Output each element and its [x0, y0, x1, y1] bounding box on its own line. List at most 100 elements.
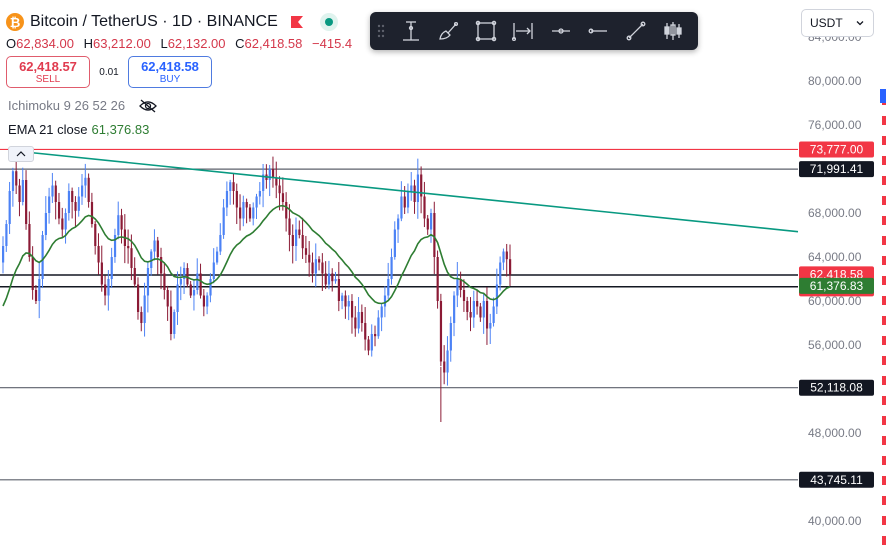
candle-body — [288, 218, 291, 235]
candle-body — [505, 251, 508, 260]
collapse-legend-button[interactable] — [8, 146, 34, 162]
candle-body — [318, 259, 321, 263]
candle-body — [15, 171, 18, 186]
drag-handle-icon[interactable] — [370, 12, 392, 50]
edge-marker — [882, 416, 886, 425]
vertical-line-icon[interactable] — [392, 12, 430, 50]
candle-body — [206, 295, 209, 307]
candle-body — [222, 207, 225, 235]
date-range-icon[interactable] — [505, 12, 543, 50]
candle-body — [390, 257, 393, 279]
candle-body — [406, 191, 410, 208]
candle-body — [90, 202, 94, 224]
sell-button[interactable]: 62,418.57 SELL — [6, 56, 90, 88]
candle-body — [113, 235, 117, 257]
candle-body — [107, 279, 110, 296]
candle-body — [295, 229, 298, 246]
rectangle-icon[interactable] — [467, 12, 505, 50]
level-price-badge — [799, 161, 874, 178]
edge-marker — [882, 356, 886, 365]
candle-body — [262, 174, 265, 191]
edge-marker — [882, 496, 886, 505]
ichimoku-legend[interactable]: Ichimoku 9 26 52 26 — [8, 98, 157, 113]
candle-body — [57, 202, 61, 219]
drawing-toolbar — [370, 12, 698, 50]
level-price-badge-text: 73,777.00 — [810, 142, 864, 156]
candle-body — [31, 257, 34, 290]
ema-price-badge-text: 61,376.83 — [810, 279, 864, 293]
candle-body — [347, 301, 350, 307]
eye-off-icon[interactable] — [139, 99, 157, 113]
horizontal-levels[interactable] — [0, 148, 798, 481]
edge-marker — [882, 236, 886, 245]
candle-body — [341, 295, 344, 301]
candle-body — [245, 202, 248, 208]
candle-body — [163, 273, 166, 290]
candle-body — [2, 246, 5, 263]
candle-body — [364, 323, 367, 340]
ema-value: 61,376.83 — [91, 122, 150, 137]
symbol-title[interactable]: Bitcoin / TetherUS · 1D · BINANCE — [30, 13, 278, 30]
open-label: O — [6, 36, 17, 51]
candle-body — [298, 229, 301, 235]
sell-price: 62,418.57 — [19, 58, 77, 74]
price-tick-label: 68,000.00 — [808, 206, 862, 220]
ema-legend[interactable]: EMA 21 close 61,376.83 — [8, 122, 149, 137]
candles-icon[interactable] — [655, 12, 693, 50]
candle-body — [426, 218, 429, 230]
trend-line[interactable] — [29, 151, 799, 233]
candle-body — [344, 295, 347, 307]
candle-body — [278, 185, 281, 194]
candle-body — [104, 284, 107, 296]
edge-marker — [882, 156, 886, 165]
candle-body — [301, 235, 304, 249]
edge-marker — [882, 136, 886, 145]
candle-body — [350, 301, 354, 318]
buy-button[interactable]: 62,418.58 BUY — [128, 56, 212, 88]
candle-body — [410, 185, 413, 191]
market-open-icon — [319, 13, 338, 31]
edge-marker — [882, 336, 886, 345]
candle-body — [321, 262, 324, 274]
candle-body — [252, 207, 255, 219]
candle-body — [219, 235, 222, 252]
candle-body — [387, 279, 390, 296]
candle-body — [466, 301, 469, 312]
currency-select[interactable]: USDT — [801, 9, 874, 37]
brush-icon[interactable] — [430, 12, 468, 50]
candle-body — [334, 279, 337, 282]
candle-body — [429, 213, 433, 230]
price-tick-label: 48,000.00 — [808, 426, 862, 440]
candle-body — [443, 361, 446, 373]
candle-body — [311, 262, 314, 274]
candle-body — [248, 207, 252, 219]
trend-line-icon[interactable] — [617, 12, 655, 50]
candle-body — [291, 235, 294, 246]
currency-value: USDT — [810, 16, 843, 30]
ema-line[interactable] — [2, 204, 511, 307]
flag-icon[interactable] — [290, 15, 304, 29]
candle-body — [97, 246, 100, 263]
candle-body — [25, 180, 28, 224]
level-price-badge — [799, 141, 874, 158]
candle-body — [453, 295, 456, 323]
edge-marker — [882, 476, 886, 485]
candle-body — [127, 246, 130, 249]
level-price-badge-text: 71,991.41 — [810, 162, 864, 176]
candle-body — [44, 213, 47, 235]
price-tick-label: 80,000.00 — [808, 74, 862, 88]
candle-body — [383, 295, 387, 307]
candle-body — [275, 177, 278, 186]
candle-body — [209, 279, 212, 296]
horizontal-ray-icon[interactable] — [542, 12, 580, 50]
candle-body — [400, 196, 403, 219]
level-price-badge — [799, 379, 874, 396]
horizontal-line-icon[interactable] — [580, 12, 618, 50]
candle-body — [420, 174, 423, 197]
candle-body — [48, 196, 51, 213]
candle-body — [459, 279, 462, 290]
candle-body — [67, 191, 71, 213]
edge-marker — [882, 256, 886, 265]
candle-body — [61, 218, 64, 230]
